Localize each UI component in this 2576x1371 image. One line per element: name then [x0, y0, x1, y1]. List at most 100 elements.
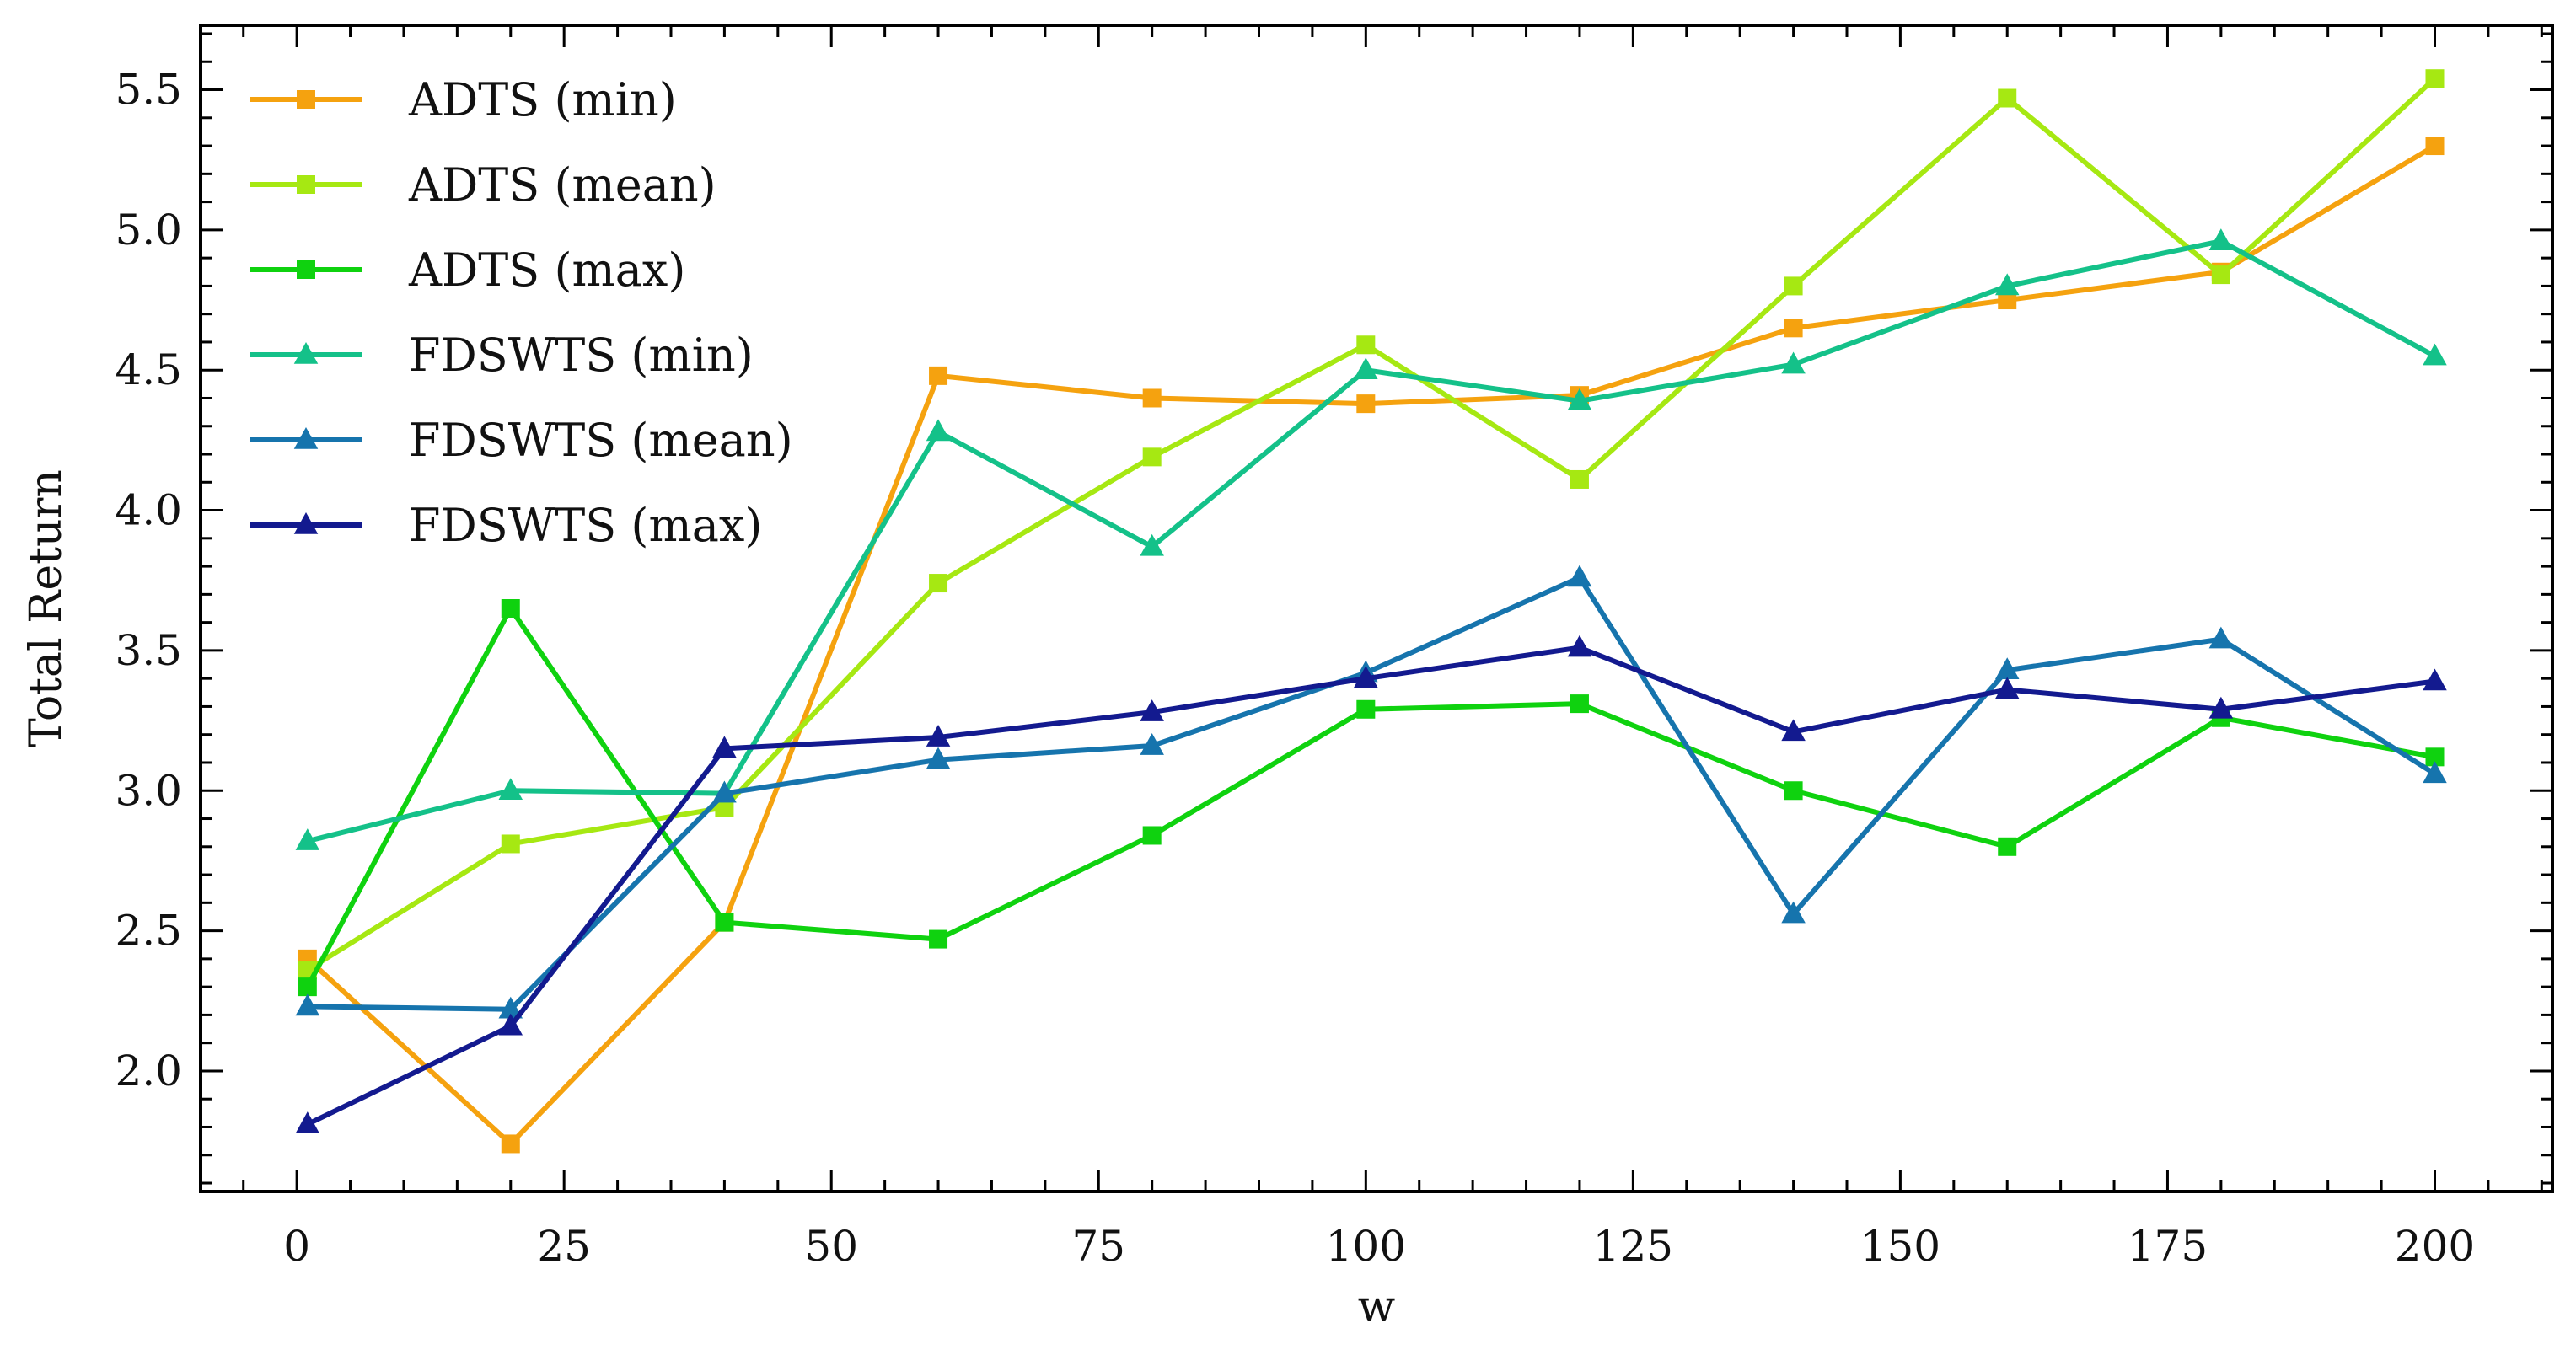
- data-point: [2425, 69, 2445, 88]
- data-point: [1354, 666, 1378, 688]
- y-tick-label: 2.0: [115, 1047, 182, 1095]
- data-point: [295, 828, 320, 850]
- series-line: [306, 645, 2435, 1127]
- data-point: [1570, 694, 1589, 714]
- data-point: [295, 993, 320, 1016]
- data-point: [1142, 388, 1162, 408]
- data-point: [1994, 677, 2020, 699]
- x-tick-label: 150: [1860, 1222, 1940, 1271]
- data-point: [926, 747, 951, 769]
- data-point: [1998, 291, 2017, 310]
- legend-entry: ADTS (mean): [250, 158, 716, 212]
- y-tick-label: 3.0: [115, 766, 182, 815]
- data-point: [1140, 733, 1164, 755]
- data-point: [501, 1134, 520, 1154]
- x-tick-label: 200: [2395, 1222, 2475, 1271]
- data-point: [2211, 265, 2230, 285]
- data-point: [498, 996, 523, 1019]
- y-tick-label: 4.5: [115, 345, 182, 394]
- x-tick-label: 25: [537, 1222, 591, 1271]
- data-point: [715, 798, 734, 817]
- data-point: [1356, 699, 1376, 719]
- legend-marker: [297, 260, 315, 279]
- y-tick-label: 5.0: [115, 206, 182, 254]
- data-point: [1994, 657, 2020, 679]
- series-line: [305, 606, 2436, 988]
- data-point: [498, 778, 523, 801]
- legend-label: FDSWTS (min): [409, 329, 754, 382]
- data-point: [926, 419, 951, 442]
- legend-label: ADTS (max): [408, 244, 685, 297]
- data-point: [1784, 276, 1803, 296]
- y-axis-label: Total Return: [21, 469, 72, 747]
- y-tick-label: 5.5: [115, 66, 182, 115]
- data-point: [712, 736, 737, 758]
- data-point: [1784, 781, 1803, 801]
- legend-label: FDSWTS (max): [409, 499, 762, 552]
- data-point: [929, 366, 948, 385]
- legend-entry: FDSWTS (min): [250, 329, 754, 382]
- legend-marker: [293, 427, 319, 449]
- data-point: [1142, 826, 1162, 845]
- data-point: [1356, 335, 1376, 355]
- legend: ADTS (min) ADTS (mean) ADTS (max) FDSWTS (m…: [250, 73, 793, 552]
- data-point: [1784, 319, 1803, 338]
- x-tick-label: 50: [804, 1222, 858, 1271]
- data-point: [929, 929, 948, 949]
- data-point: [295, 1111, 320, 1133]
- data-point: [1142, 447, 1162, 467]
- legend-marker: [293, 342, 319, 364]
- data-point: [926, 725, 951, 747]
- series-3: [295, 228, 2447, 850]
- data-point: [2208, 228, 2234, 250]
- data-point: [712, 780, 737, 803]
- x-tick-label: 75: [1071, 1222, 1125, 1271]
- data-point: [1998, 837, 2017, 856]
- data-point: [2423, 343, 2447, 366]
- data-point: [1567, 565, 1592, 587]
- data-point: [1994, 273, 2020, 296]
- legend-label: ADTS (min): [408, 73, 677, 126]
- x-axis-label: w: [1358, 1282, 1396, 1332]
- y-tick-label: 3.5: [115, 626, 182, 675]
- data-point: [2423, 761, 2447, 784]
- axis-ticks: 0 25 50 75 100 125 150 175 200 2.0 2.5 3.0 3.5 4.0 4.5…: [115, 25, 2552, 1271]
- data-point: [2208, 626, 2234, 649]
- data-point: [498, 1013, 523, 1036]
- y-tick-label: 2.5: [115, 907, 182, 956]
- series-2: [298, 599, 2445, 997]
- y-tick-label: 4.0: [115, 486, 182, 535]
- legend-label: FDSWTS (mean): [409, 414, 793, 467]
- x-tick-label: 100: [1326, 1222, 1406, 1271]
- data-point: [1567, 388, 1592, 410]
- x-tick-label: 175: [2128, 1222, 2208, 1271]
- plot-series: [295, 69, 2447, 1154]
- legend-entry: FDSWTS (mean): [250, 414, 793, 467]
- data-point: [2425, 747, 2445, 767]
- data-point: [501, 834, 520, 854]
- legend-entry: ADTS (max): [250, 244, 685, 297]
- plot-frame: [199, 24, 2554, 1193]
- legend-marker: [297, 175, 315, 194]
- legend-label: ADTS (mean): [408, 158, 716, 212]
- data-point: [1781, 351, 1806, 374]
- data-point: [2425, 137, 2445, 156]
- legend-entry: FDSWTS (max): [250, 499, 762, 552]
- data-point: [1570, 469, 1589, 489]
- legend-marker: [297, 90, 315, 109]
- data-point: [1356, 394, 1376, 414]
- x-tick-label: 125: [1593, 1222, 1673, 1271]
- data-point: [1140, 699, 1164, 721]
- data-point: [1567, 635, 1592, 657]
- x-tick-label: 0: [283, 1222, 310, 1271]
- data-point: [1781, 901, 1806, 924]
- data-point: [715, 913, 734, 932]
- data-point: [298, 977, 317, 997]
- data-point: [1781, 719, 1806, 742]
- data-point: [2423, 668, 2447, 691]
- legend-entry: ADTS (min): [250, 73, 677, 126]
- legend-marker: [293, 512, 319, 534]
- data-point: [1998, 88, 2017, 108]
- data-point: [1354, 357, 1378, 380]
